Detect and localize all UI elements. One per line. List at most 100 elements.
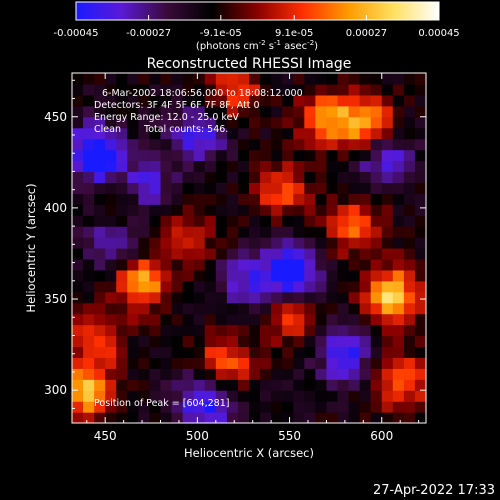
heatmap-cell (182, 335, 195, 348)
heatmap-cell (293, 412, 305, 423)
heatmap-cell (72, 313, 84, 326)
heatmap-cell (337, 302, 350, 315)
heatmap-cell (326, 248, 339, 260)
heatmap-cell (127, 280, 139, 293)
heatmap-cell (160, 248, 173, 260)
heatmap-cell (370, 138, 383, 151)
heatmap-cell (215, 401, 228, 413)
heatmap-cell (94, 269, 106, 282)
heatmap-cell (215, 302, 228, 315)
heatmap-cell (315, 193, 328, 205)
heatmap-cell (403, 127, 416, 140)
heatmap-cell (348, 313, 361, 326)
heatmap-cell (105, 193, 117, 205)
heatmap-cell (359, 324, 372, 337)
heatmap-cell (359, 412, 372, 423)
heatmap-cell (414, 215, 426, 227)
heatmap-cell (193, 357, 206, 369)
heatmap-cell (304, 116, 316, 129)
heatmap-cell (204, 291, 217, 304)
heatmap-cell (359, 182, 372, 194)
heatmap-cell (226, 324, 239, 337)
heatmap-cell (105, 182, 117, 194)
heatmap-cell (348, 149, 361, 162)
heatmap-cell (348, 335, 361, 348)
heatmap-cell (359, 160, 372, 173)
heatmap-cell (171, 94, 184, 107)
heatmap-cell (105, 215, 117, 227)
heatmap-cell (315, 237, 328, 249)
heatmap-cell (94, 160, 106, 173)
heatmap-cell (116, 379, 128, 391)
heatmap-cell (116, 390, 128, 402)
heatmap-cell (138, 324, 151, 337)
heatmap-cell (182, 105, 195, 118)
heatmap-cell (116, 105, 128, 118)
heatmap-cell (271, 160, 283, 173)
heatmap-cell (127, 379, 139, 391)
heatmap-cell (83, 83, 95, 96)
heatmap-cell (348, 94, 361, 107)
heatmap-cell (315, 335, 328, 348)
heatmap-cell (348, 226, 361, 238)
heatmap-cell (127, 324, 139, 337)
heatmap-cell (381, 138, 394, 151)
heatmap-cell (160, 73, 173, 85)
heatmap-cell (293, 302, 305, 315)
heatmap-cell (116, 258, 128, 271)
heatmap-cell (392, 258, 405, 271)
heatmap-cell (403, 346, 416, 358)
heatmap-cell (326, 258, 339, 271)
heatmap-cell (204, 73, 217, 85)
heatmap-cell (182, 171, 195, 183)
heatmap-cell (182, 116, 195, 129)
heatmap-cell (138, 269, 151, 282)
heatmap-cell (127, 302, 139, 315)
footer-timestamp: 27-Apr-2022 17:33 (373, 483, 495, 498)
heatmap-cell (282, 368, 294, 380)
heatmap-cell (237, 226, 250, 238)
heatmap-cell (249, 83, 261, 96)
heatmap-cell (414, 302, 426, 315)
heatmap-cell (138, 368, 151, 380)
heatmap-cell (83, 412, 95, 423)
heatmap-cell (381, 324, 394, 337)
heatmap-cell (271, 105, 283, 118)
heatmap-cell (127, 368, 139, 380)
heatmap-cell (282, 83, 294, 96)
heatmap-cell (83, 291, 95, 304)
heatmap-cell (226, 335, 239, 348)
heatmap-cell (293, 127, 305, 140)
heatmap-cell (249, 280, 261, 293)
heatmap-cell (105, 105, 117, 118)
heatmap-cell (370, 237, 383, 249)
heatmap-cell (171, 116, 184, 129)
heatmap-cell (304, 226, 316, 238)
units-close: ) (314, 41, 318, 52)
heatmap-cell (337, 160, 350, 173)
heatmap-cell (249, 324, 261, 337)
heatmap-cell (348, 324, 361, 337)
heatmap-cell (293, 204, 305, 216)
heatmap-cell (271, 237, 283, 249)
heatmap-cell (193, 302, 206, 315)
heatmap-cell (282, 335, 294, 348)
heatmap-cell (381, 204, 394, 216)
heatmap-cell (293, 116, 305, 129)
heatmap-cell (83, 335, 95, 348)
heatmap-cell (392, 324, 405, 337)
heatmap-cell (414, 335, 426, 348)
heatmap-cell (116, 226, 128, 238)
heatmap-cell (226, 291, 239, 304)
heatmap-cell (72, 412, 84, 423)
heatmap-cell (260, 335, 272, 348)
heatmap-cell (215, 160, 228, 173)
heatmap-cell (260, 357, 272, 369)
heatmap-cell (116, 138, 128, 151)
heatmap-cell (326, 83, 339, 96)
heatmap-cell (359, 105, 372, 118)
heatmap-cell (392, 94, 405, 107)
heatmap-cell (94, 73, 106, 85)
heatmap-cell (149, 182, 162, 194)
heatmap-cell (359, 116, 372, 129)
